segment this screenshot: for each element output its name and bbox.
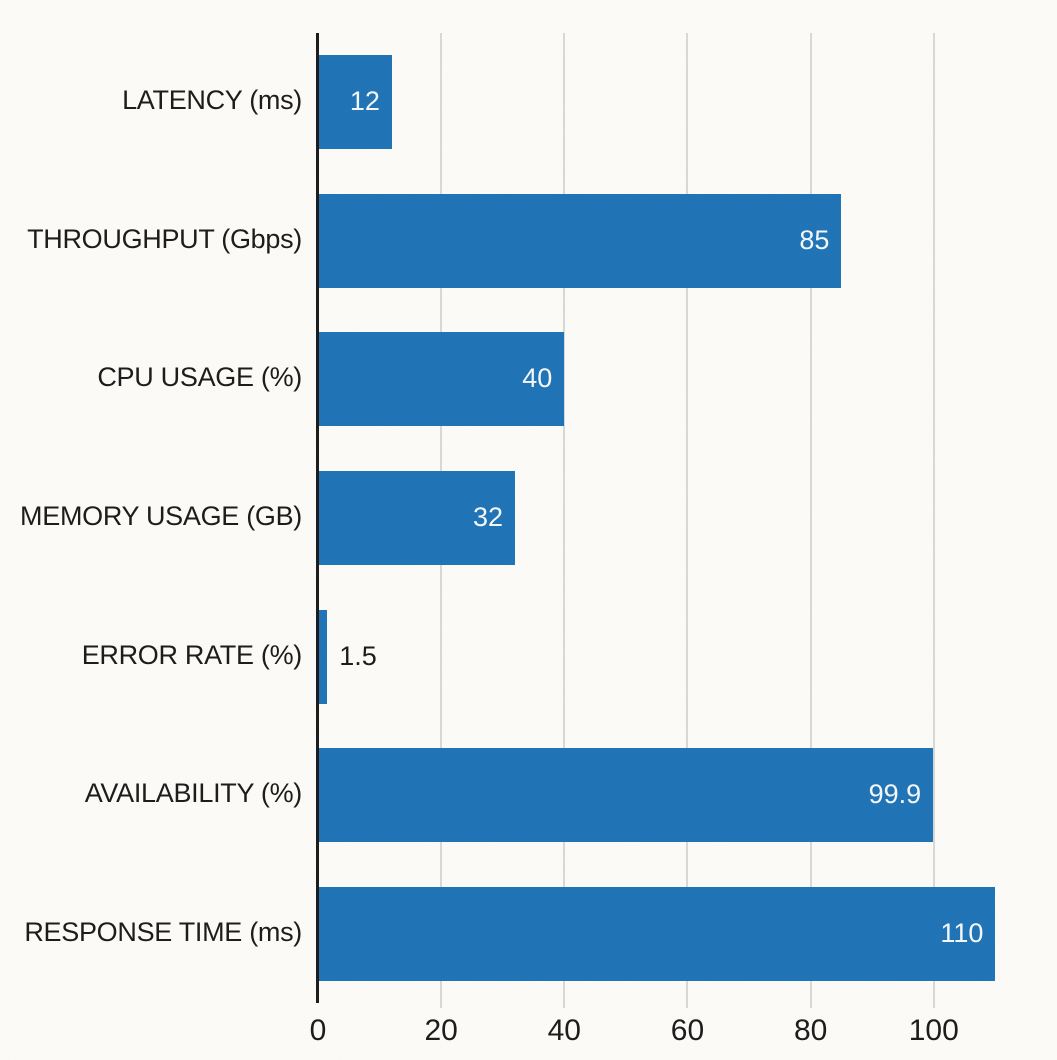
category-label: THROUGHPUT (Gbps): [27, 223, 302, 254]
y-axis-line: [316, 33, 319, 1003]
gridline-x-60: [686, 33, 689, 1008]
value-label: 110: [940, 917, 984, 948]
x-tick-label: 20: [424, 1014, 458, 1047]
bar-availability: [318, 748, 934, 843]
bar-throughput-gbps: [318, 193, 842, 288]
category-label: LATENCY (ms): [122, 85, 302, 116]
gridline-x-100: [932, 33, 935, 1008]
gridline-x-40: [563, 33, 566, 1008]
value-label: 12: [349, 86, 380, 117]
bar-latency-ms: [318, 55, 392, 150]
value-label: 1.5: [339, 640, 377, 671]
bar-cpu-usage: [318, 332, 565, 427]
x-tick-label: 0: [309, 1014, 327, 1047]
value-label: 40: [522, 363, 553, 394]
x-tick-label: 60: [670, 1014, 705, 1047]
x-tick-label: 40: [547, 1014, 581, 1047]
x-tick-label: 100: [908, 1014, 959, 1047]
x-tick-label: 80: [793, 1014, 828, 1047]
bar-error-rate: [318, 609, 328, 704]
category-label: MEMORY USAGE (GB): [20, 501, 302, 531]
category-label: CPU USAGE (%): [97, 362, 302, 393]
category-label: RESPONSE TIME (ms): [24, 916, 302, 947]
gridline-x-80: [809, 33, 812, 1008]
value-label: 85: [799, 224, 830, 255]
category-label: ERROR RATE (%): [81, 639, 303, 670]
value-label: 99.9: [868, 779, 922, 810]
bar-response-time-ms: [318, 886, 996, 981]
bar-memory-usage-gb: [318, 471, 516, 565]
category-label: AVAILABILITY (%): [84, 778, 303, 809]
value-label: 32: [473, 502, 504, 532]
